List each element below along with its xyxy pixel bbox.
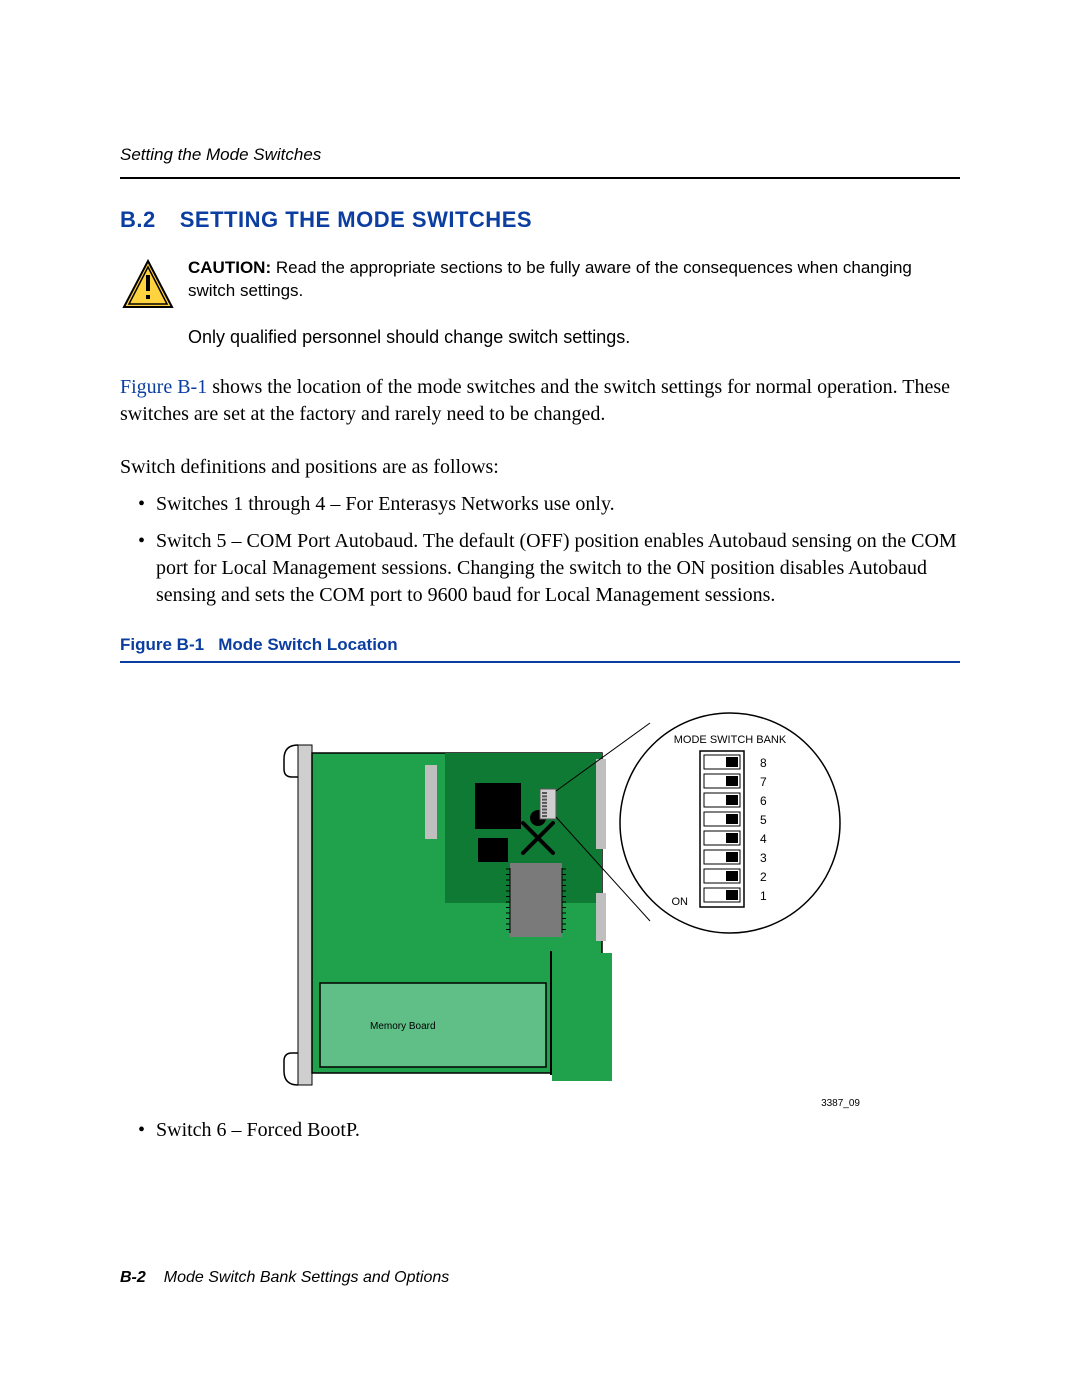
page-footer: B-2 Mode Switch Bank Settings and Options xyxy=(120,1269,449,1287)
page: Setting the Mode Switches B.2 SETTING THE… xyxy=(0,0,1080,1397)
list-item: Switch 5 – COM Port Autobaud. The defaul… xyxy=(138,528,960,609)
caution-label: CAUTION: xyxy=(188,258,271,277)
bullet-list-top: Switches 1 through 4 – For Enterasys Net… xyxy=(120,491,960,609)
svg-text:8: 8 xyxy=(760,756,767,770)
paragraph-1-rest: shows the location of the mode switches … xyxy=(120,376,950,425)
figure-caption-title: Mode Switch Location xyxy=(218,635,397,654)
figure-rule xyxy=(120,661,960,663)
figure-caption-num: Figure B-1 xyxy=(120,635,204,654)
caution-body: Read the appropriate sections to be full… xyxy=(188,258,912,300)
svg-text:1: 1 xyxy=(760,889,767,903)
figure-caption: Figure B-1 Mode Switch Location xyxy=(120,635,960,655)
paragraph-1: Figure B-1 shows the location of the mod… xyxy=(120,374,960,428)
svg-text:6: 6 xyxy=(760,794,767,808)
caution-text: CAUTION: Read the appropriate sections t… xyxy=(188,257,960,303)
footer-title: Mode Switch Bank Settings and Options xyxy=(164,1269,450,1286)
svg-text:5: 5 xyxy=(760,813,767,827)
bullet-list-bottom: Switch 6 – Forced BootP. xyxy=(120,1117,960,1144)
figure-diagram: Memory Board MODE SWITCH BANK 8 7 6 5 4 3 2 1 O… xyxy=(220,693,860,1103)
section-heading: B.2 SETTING THE MODE SWITCHES xyxy=(120,207,960,233)
memory-board-label: Memory Board xyxy=(370,1021,436,1032)
svg-text:7: 7 xyxy=(760,775,767,789)
fig-ref-link[interactable]: Figure B-1 xyxy=(120,376,207,398)
list-item: Switch 6 – Forced BootP. xyxy=(138,1117,960,1144)
svg-text:3: 3 xyxy=(760,851,767,865)
caution-icon xyxy=(120,257,176,313)
page-number: B-2 xyxy=(120,1269,146,1286)
rule-top xyxy=(120,177,960,179)
figure-id: 3387_09 xyxy=(821,1098,860,1109)
section-number: B.2 xyxy=(120,207,156,232)
running-head: Setting the Mode Switches xyxy=(120,145,960,165)
section-title: SETTING THE MODE SWITCHES xyxy=(180,207,532,232)
caution-subtext: Only qualified personnel should change s… xyxy=(188,327,960,348)
list-item: Switches 1 through 4 – For Enterasys Net… xyxy=(138,491,960,518)
switch-bank-label: MODE SWITCH BANK xyxy=(674,734,787,746)
caution-block: CAUTION: Read the appropriate sections t… xyxy=(120,257,960,313)
paragraph-2: Switch definitions and positions are as … xyxy=(120,454,960,481)
svg-text:2: 2 xyxy=(760,870,767,884)
on-label: ON xyxy=(672,896,689,908)
svg-text:4: 4 xyxy=(760,832,767,846)
